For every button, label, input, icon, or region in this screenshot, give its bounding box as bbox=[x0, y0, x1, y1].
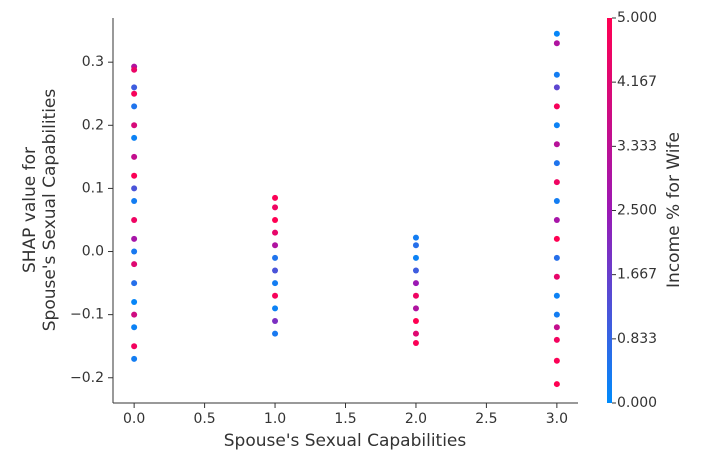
point bbox=[553, 71, 560, 78]
point bbox=[272, 317, 279, 324]
x-tick-label: 3.0 bbox=[546, 411, 568, 427]
point bbox=[412, 305, 419, 312]
y-tick-label: 0.0 bbox=[82, 244, 104, 260]
point bbox=[553, 381, 560, 388]
point bbox=[131, 84, 138, 91]
x-tick-label: 2.5 bbox=[475, 411, 497, 427]
colorbar-tick-label: 4.167 bbox=[617, 74, 657, 90]
point bbox=[131, 185, 138, 192]
point bbox=[553, 30, 560, 37]
point bbox=[131, 248, 138, 255]
point bbox=[272, 204, 279, 211]
point bbox=[131, 324, 138, 331]
point bbox=[131, 103, 138, 110]
point bbox=[131, 216, 138, 223]
colorbar bbox=[607, 18, 612, 403]
point bbox=[553, 216, 560, 223]
point bbox=[553, 324, 560, 331]
point bbox=[412, 340, 419, 347]
point bbox=[553, 292, 560, 299]
point bbox=[272, 292, 279, 299]
point bbox=[131, 261, 138, 268]
y-axis-label: Spouse's Sexual Capabilities bbox=[40, 89, 60, 332]
point bbox=[553, 311, 560, 318]
colorbar-tick-label: 1.667 bbox=[617, 267, 657, 283]
point bbox=[553, 235, 560, 242]
x-tick-label: 2.0 bbox=[405, 411, 427, 427]
y-tick-label: 0.1 bbox=[82, 180, 104, 196]
point bbox=[272, 267, 279, 274]
x-tick-label: 1.5 bbox=[334, 411, 356, 427]
point bbox=[131, 134, 138, 141]
point bbox=[553, 103, 560, 110]
colorbar-label: Income % for Wife bbox=[664, 132, 684, 288]
y-tick-label: 0.3 bbox=[82, 54, 104, 70]
point bbox=[131, 153, 138, 160]
point bbox=[272, 330, 279, 337]
y-axis-label: SHAP value for bbox=[20, 147, 40, 273]
x-tick-label: 1.0 bbox=[264, 411, 286, 427]
x-tick-label: 0.5 bbox=[193, 411, 215, 427]
point bbox=[272, 305, 279, 312]
point bbox=[412, 254, 419, 261]
y-tick-label: 0.2 bbox=[82, 117, 104, 133]
colorbar-tick-label: 5.000 bbox=[617, 10, 657, 26]
point bbox=[553, 40, 560, 47]
point bbox=[553, 198, 560, 205]
x-axis-label: Spouse's Sexual Capabilities bbox=[224, 431, 467, 451]
point bbox=[553, 336, 560, 343]
point bbox=[412, 267, 419, 274]
point bbox=[131, 299, 138, 306]
y-tick-label: −0.2 bbox=[70, 370, 104, 386]
point bbox=[412, 292, 419, 299]
point bbox=[553, 254, 560, 261]
point bbox=[553, 273, 560, 280]
point bbox=[412, 317, 419, 324]
point bbox=[412, 330, 419, 337]
colorbar-tick-label: 2.500 bbox=[617, 203, 657, 219]
point bbox=[272, 254, 279, 261]
y-tick-label: −0.1 bbox=[70, 307, 104, 323]
point bbox=[131, 172, 138, 179]
point bbox=[272, 242, 279, 249]
colorbar-tick-label: 0.833 bbox=[617, 331, 657, 347]
point bbox=[131, 311, 138, 318]
colorbar-tick-label: 0.000 bbox=[617, 395, 657, 411]
point bbox=[412, 234, 419, 241]
point bbox=[553, 160, 560, 167]
point bbox=[131, 122, 138, 129]
point bbox=[272, 280, 279, 287]
point bbox=[131, 355, 138, 362]
point bbox=[131, 280, 138, 287]
point bbox=[131, 343, 138, 350]
point bbox=[553, 141, 560, 148]
point bbox=[272, 229, 279, 236]
point bbox=[131, 235, 138, 242]
colorbar-tick-label: 3.333 bbox=[617, 138, 657, 154]
point bbox=[553, 179, 560, 186]
point bbox=[131, 66, 138, 73]
point bbox=[412, 242, 419, 249]
point bbox=[131, 198, 138, 205]
point bbox=[412, 280, 419, 287]
point bbox=[553, 84, 560, 91]
point bbox=[553, 122, 560, 129]
point bbox=[272, 216, 279, 223]
x-tick-label: 0.0 bbox=[123, 411, 145, 427]
point bbox=[131, 90, 138, 97]
point bbox=[272, 194, 279, 201]
point bbox=[553, 357, 560, 364]
